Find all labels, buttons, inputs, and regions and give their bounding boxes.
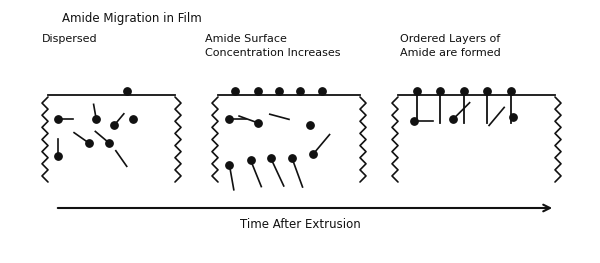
Point <box>109 123 119 128</box>
Point <box>482 89 492 93</box>
Point <box>287 155 296 160</box>
Point <box>246 158 256 162</box>
Point <box>459 89 469 93</box>
Point <box>274 89 284 93</box>
Text: Amide Surface
Concentration Increases: Amide Surface Concentration Increases <box>205 34 341 58</box>
Text: Ordered Layers of
Amide are formed: Ordered Layers of Amide are formed <box>400 34 501 58</box>
Point <box>317 89 326 93</box>
Point <box>224 117 234 122</box>
Point <box>448 117 458 122</box>
Point <box>84 141 94 145</box>
Point <box>308 152 318 156</box>
Point <box>122 89 131 93</box>
Point <box>253 89 263 93</box>
Point <box>230 89 240 93</box>
Point <box>296 89 305 93</box>
Text: Dispersed: Dispersed <box>42 34 98 44</box>
Point <box>508 115 517 119</box>
Point <box>506 89 516 93</box>
Text: Time After Extrusion: Time After Extrusion <box>239 218 361 231</box>
Point <box>104 141 114 145</box>
Point <box>253 121 263 125</box>
Point <box>53 117 63 122</box>
Point <box>305 123 315 128</box>
Point <box>266 155 275 160</box>
Point <box>91 117 101 122</box>
Text: Amide Migration in Film: Amide Migration in Film <box>62 12 202 25</box>
Point <box>53 154 63 158</box>
Point <box>224 163 234 167</box>
Point <box>409 119 419 123</box>
Point <box>436 89 445 93</box>
Point <box>412 89 422 93</box>
Point <box>128 117 138 122</box>
